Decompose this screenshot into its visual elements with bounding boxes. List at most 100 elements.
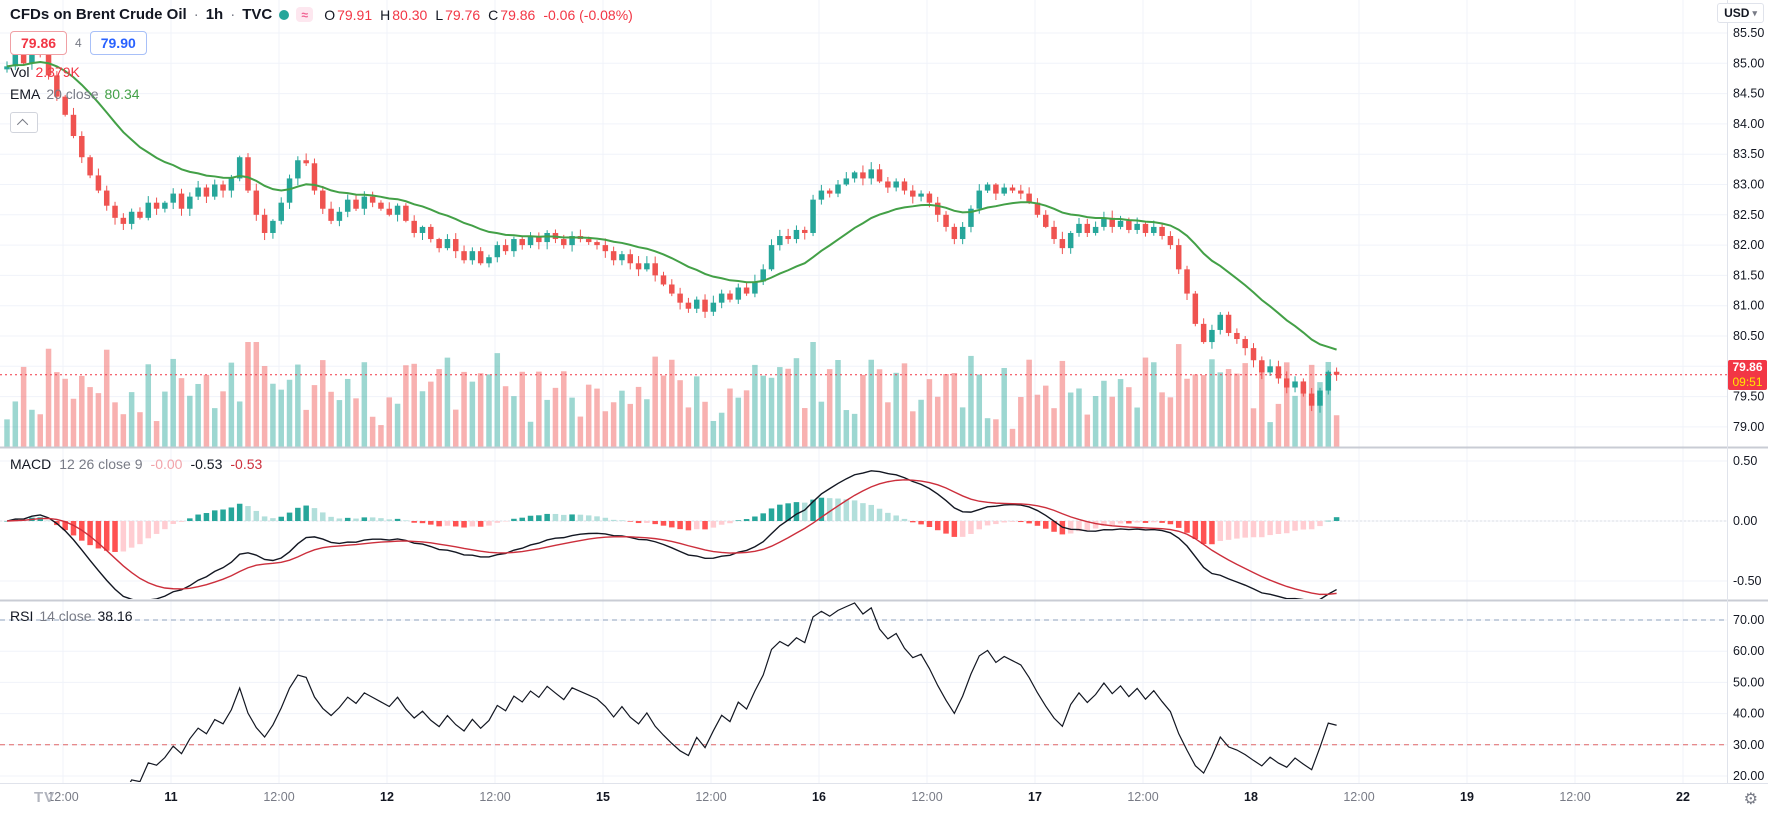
ema-legend[interactable]: EMA 20 close 80.34 [10, 86, 140, 102]
svg-text:84.00: 84.00 [1733, 117, 1764, 131]
svg-text:0.00: 0.00 [1733, 514, 1757, 528]
macd-line-value: -0.53 [190, 456, 223, 472]
interval-label[interactable]: 1h [205, 6, 224, 23]
macd-hist-value: -0.00 [150, 456, 183, 472]
svg-text:82.50: 82.50 [1733, 208, 1764, 222]
open-label: O [324, 6, 336, 23]
ema-value: 80.34 [104, 86, 140, 102]
market-status-icon[interactable] [279, 9, 290, 20]
bid-button[interactable]: 79.86 [10, 31, 68, 55]
chevron-down-icon: ▾ [1752, 7, 1757, 18]
ema-params: 20 close [46, 86, 99, 102]
svg-text:30.00: 30.00 [1733, 738, 1764, 752]
macd-signal-line [6, 479, 1337, 596]
spread-value: 4 [75, 36, 82, 50]
svg-text:19: 19 [1460, 790, 1474, 804]
svg-text:81.00: 81.00 [1733, 299, 1764, 313]
low-label: L [435, 6, 444, 23]
time-axis-labels[interactable]: 12:00 11 12:00 12 12:00 15 12:00 16 12:00 17 12:00… [47, 790, 1690, 804]
timezone-settings-button[interactable]: ⚙ [1744, 789, 1758, 809]
svg-text:60.00: 60.00 [1733, 644, 1764, 658]
macd-params: 12 26 close 9 [59, 456, 143, 472]
svg-text:15: 15 [596, 790, 610, 804]
svg-text:80.50: 80.50 [1733, 329, 1764, 343]
change-value: -0.06 (-0.08%) [543, 6, 633, 23]
rsi-legend[interactable]: RSI 14 close 38.16 [10, 608, 133, 624]
high-value: 80.30 [392, 6, 428, 23]
svg-text:0.50: 0.50 [1733, 454, 1757, 468]
svg-text:83.00: 83.00 [1733, 178, 1764, 192]
ema-name: EMA [10, 86, 41, 102]
close-value: 79.86 [500, 6, 536, 23]
svg-text:50.00: 50.00 [1733, 675, 1764, 689]
volume-value: 2.379K [35, 64, 80, 80]
separator: · [193, 6, 199, 23]
svg-text:79.00: 79.00 [1733, 420, 1764, 434]
exchange-label[interactable]: TVC [242, 6, 273, 23]
svg-text:79.50: 79.50 [1733, 390, 1764, 404]
tv-logo-text: TV [34, 789, 56, 806]
svg-text:40.00: 40.00 [1733, 707, 1764, 721]
currency-label: USD [1724, 6, 1750, 20]
svg-text:12:00: 12:00 [1127, 790, 1158, 804]
candles [4, 42, 1340, 413]
svg-text:12:00: 12:00 [263, 790, 294, 804]
svg-text:85.00: 85.00 [1733, 56, 1764, 70]
high-label: H [380, 6, 391, 23]
collapse-legend-button[interactable] [10, 112, 38, 133]
delayed-data-icon[interactable]: ≈ [296, 7, 314, 22]
separator: · [230, 6, 236, 23]
pane-dividers[interactable] [0, 446, 1768, 602]
price-axis-labels[interactable]: 85.50 85.00 84.50 84.00 83.50 83.00 82.50 82.00… [1733, 26, 1764, 783]
svg-text:12:00: 12:00 [479, 790, 510, 804]
svg-text:18: 18 [1244, 790, 1258, 804]
macd-name: MACD [10, 456, 52, 472]
svg-text:12:00: 12:00 [47, 790, 78, 804]
svg-text:12: 12 [380, 790, 394, 804]
last-price-value: 79.86 [1732, 360, 1763, 374]
symbol-title[interactable]: CFDs on Brent Crude Oil [10, 6, 187, 23]
svg-text:83.50: 83.50 [1733, 147, 1764, 161]
rsi-name: RSI [10, 608, 34, 624]
open-value: 79.91 [337, 6, 373, 23]
macd-legend[interactable]: MACD 12 26 close 9 -0.00 -0.53 -0.53 [10, 456, 262, 472]
chevron-up-icon [16, 118, 29, 130]
svg-text:81.50: 81.50 [1733, 268, 1764, 282]
ohlc-readout: O 79.91 H 80.30 L 79.76 C 79.86 -0.06 (-0.08… [324, 7, 633, 23]
svg-text:20.00: 20.00 [1733, 769, 1764, 783]
svg-text:12:00: 12:00 [1559, 790, 1590, 804]
svg-text:84.50: 84.50 [1733, 87, 1764, 101]
svg-text:70.00: 70.00 [1733, 613, 1764, 627]
bid-ask-row: 79.86 4 79.90 [10, 31, 147, 55]
volume-label: Vol [10, 64, 30, 80]
svg-text:82.00: 82.00 [1733, 238, 1764, 252]
tradingview-logo[interactable]: TV [34, 789, 55, 806]
svg-text:16: 16 [812, 790, 826, 804]
volume-legend[interactable]: Vol 2.379K [10, 64, 80, 80]
ema-line [6, 60, 1337, 351]
macd-signal-value: -0.53 [230, 456, 263, 472]
low-value: 79.76 [445, 6, 481, 23]
svg-text:12:00: 12:00 [695, 790, 726, 804]
macd-line [6, 470, 1337, 599]
close-label: C [488, 6, 499, 23]
macd-histogram [4, 497, 1340, 552]
svg-text:11: 11 [164, 790, 177, 804]
rsi-line [129, 602, 1337, 782]
svg-text:17: 17 [1028, 790, 1042, 804]
gear-icon: ⚙ [1743, 791, 1758, 808]
svg-text:85.50: 85.50 [1733, 26, 1764, 40]
rsi-value: 38.16 [97, 608, 133, 624]
last-price-badge: 79.86 09:51 [1728, 360, 1767, 390]
ask-button[interactable]: 79.90 [89, 31, 147, 55]
symbol-legend: CFDs on Brent Crude Oil · 1h · TVC ≈ O 79… [10, 6, 633, 23]
currency-selector[interactable]: USD ▾ [1717, 3, 1764, 23]
bar-countdown: 09:51 [1732, 375, 1763, 389]
svg-text:22: 22 [1676, 790, 1690, 804]
rsi-params: 14 close [39, 608, 92, 624]
svg-text:12:00: 12:00 [911, 790, 942, 804]
svg-text:-0.50: -0.50 [1733, 574, 1762, 588]
svg-text:12:00: 12:00 [1343, 790, 1374, 804]
